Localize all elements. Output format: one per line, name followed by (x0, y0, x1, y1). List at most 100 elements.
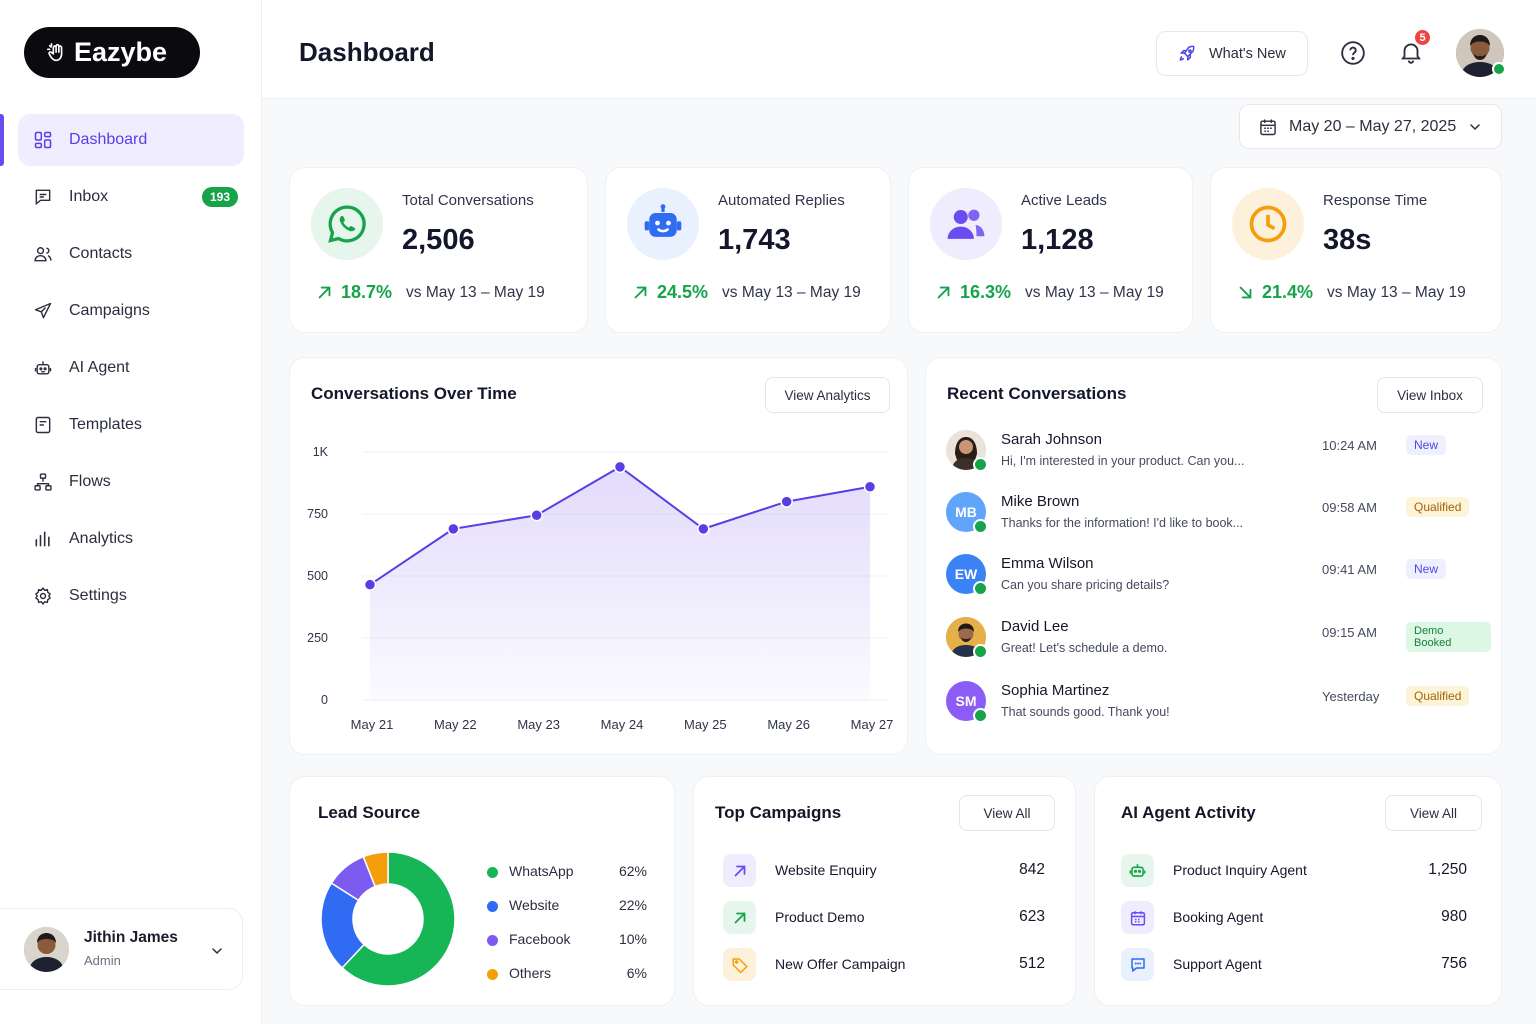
legend-item: Facebook 10% (487, 931, 647, 951)
inbox-count-badge: 193 (202, 187, 238, 207)
stat-value: 1,128 (1021, 224, 1094, 257)
stat-card-response-time: Response Time 38s 21.4% vs May 13 – May … (1210, 167, 1502, 333)
inbox-icon (32, 186, 54, 208)
sidebar-item-settings[interactable]: Settings (18, 570, 244, 622)
sidebar-item-label: Inbox (69, 188, 108, 206)
campaign-row[interactable]: Website Enquiry 842 (723, 854, 1045, 890)
conversation-row[interactable]: Sarah Johnson Hi, I'm interested in your… (946, 428, 1491, 478)
date-range-picker[interactable]: May 20 – May 27, 2025 (1239, 104, 1502, 149)
legend-label: Website (509, 897, 559, 913)
status-badge: Demo Booked (1406, 622, 1491, 652)
legend-dot (487, 935, 498, 946)
x-tick-label: May 24 (601, 717, 644, 732)
chart-data-point[interactable] (365, 579, 376, 590)
conversation-time: 09:41 AM (1322, 562, 1377, 577)
campaign-count: 842 (1019, 861, 1045, 879)
conversation-preview: Great! Let's schedule a demo. (1001, 641, 1167, 655)
agent-row[interactable]: Product Inquiry Agent 1,250 (1121, 854, 1467, 890)
users-icon (930, 188, 1002, 260)
chart-data-point[interactable] (865, 481, 876, 492)
sidebar-item-label: Dashboard (69, 131, 147, 149)
sidebar-item-label: Contacts (69, 245, 132, 263)
ai-agent-activity-title: AI Agent Activity (1121, 803, 1256, 823)
chart-data-point[interactable] (781, 496, 792, 507)
user-profile-card[interactable]: Jithin James Admin (0, 908, 243, 990)
chart-data-point[interactable] (615, 461, 626, 472)
trend-down-icon (1237, 284, 1254, 301)
stat-compare: vs May 13 – May 19 (1025, 284, 1164, 302)
legend-value: 62% (619, 863, 647, 879)
trend-up-icon (935, 284, 952, 301)
trend-up-icon (632, 284, 649, 301)
x-tick-label: May 27 (851, 717, 894, 732)
sidebar: Eazybe Dashboard Inbox 193 Contacts Camp… (0, 0, 262, 1024)
stat-card-active-leads: Active Leads 1,128 16.3% vs May 13 – May… (908, 167, 1193, 333)
view-inbox-button[interactable]: View Inbox (1377, 377, 1483, 413)
whatsapp-icon (311, 188, 383, 260)
sidebar-item-dashboard[interactable]: Dashboard (18, 114, 244, 166)
trend-up-icon (316, 284, 333, 301)
x-tick-label: May 21 (351, 717, 394, 732)
recent-conversations-card: Recent Conversations View Inbox Sarah Jo… (925, 357, 1502, 755)
stat-value: 38s (1323, 224, 1371, 257)
conversation-row[interactable]: EW Emma Wilson Can you share pricing det… (946, 552, 1491, 602)
x-tick-label: May 26 (767, 717, 810, 732)
stat-delta-value: 16.3% (960, 282, 1011, 303)
recent-conversations-title: Recent Conversations (947, 384, 1127, 404)
campaign-row[interactable]: Product Demo 623 (723, 901, 1045, 937)
online-status-dot (1492, 62, 1506, 76)
legend-dot (487, 969, 498, 980)
whats-new-button[interactable]: What's New (1156, 31, 1308, 76)
conversation-preview: Can you share pricing details? (1001, 578, 1169, 592)
sidebar-item-inbox[interactable]: Inbox 193 (18, 171, 244, 223)
help-icon[interactable] (1340, 40, 1366, 66)
lead-source-donut-chart (318, 849, 458, 989)
sidebar-item-flows[interactable]: Flows (18, 456, 244, 508)
sidebar-item-analytics[interactable]: Analytics (18, 513, 244, 565)
conversations-line-chart: 02505007501K May 21 May 22 May 23 May 24 May… (290, 358, 909, 756)
conversation-row[interactable]: SM Sophia Martinez That sounds good. Tha… (946, 679, 1491, 729)
user-role: Admin (84, 953, 178, 968)
legend-label: WhatsApp (509, 863, 574, 879)
robot-icon (32, 357, 54, 379)
chart-area-fill (370, 467, 870, 700)
arrow-up-right-icon (723, 854, 756, 887)
sidebar-item-contacts[interactable]: Contacts (18, 228, 244, 280)
robot-icon (1121, 854, 1154, 887)
lead-source-title: Lead Source (318, 803, 420, 823)
conversation-time: 10:24 AM (1322, 438, 1377, 453)
agent-row[interactable]: Support Agent 756 (1121, 948, 1467, 984)
conversation-row[interactable]: David Lee Great! Let's schedule a demo. … (946, 615, 1491, 665)
conversation-time: Yesterday (1322, 689, 1379, 704)
whatsapp-icon (973, 708, 988, 723)
x-tick-label: May 23 (517, 717, 560, 732)
campaign-name: Product Demo (775, 909, 864, 925)
chart-data-point[interactable] (698, 523, 709, 534)
grid-icon (32, 129, 54, 151)
sidebar-item-ai-agent[interactable]: AI Agent (18, 342, 244, 394)
conversation-preview: That sounds good. Thank you! (1001, 705, 1170, 719)
chart-data-point[interactable] (448, 523, 459, 534)
conversation-preview: Thanks for the information! I'd like to … (1001, 516, 1243, 530)
brand-logo[interactable]: Eazybe (24, 27, 200, 78)
conversation-row[interactable]: MB Mike Brown Thanks for the information… (946, 490, 1491, 540)
legend-dot (487, 901, 498, 912)
legend-item: Others 6% (487, 965, 647, 985)
sidebar-item-campaigns[interactable]: Campaigns (18, 285, 244, 337)
sidebar-nav: Dashboard Inbox 193 Contacts Campaigns A… (18, 114, 244, 627)
campaign-row[interactable]: New Offer Campaign 512 (723, 948, 1045, 984)
view-all-agents-button[interactable]: View All (1385, 795, 1482, 831)
rocket-icon (1177, 44, 1197, 64)
sidebar-item-templates[interactable]: Templates (18, 399, 244, 451)
x-tick-label: May 25 (684, 717, 727, 732)
sidebar-item-label: Campaigns (69, 302, 150, 320)
conversation-name: Sarah Johnson (1001, 431, 1102, 448)
chevron-down-icon (1467, 119, 1483, 135)
view-all-campaigns-button[interactable]: View All (959, 795, 1055, 831)
chart-data-point[interactable] (531, 510, 542, 521)
legend-value: 6% (627, 965, 647, 981)
chevron-down-icon[interactable] (209, 943, 225, 959)
top-header: Dashboard What's New 5 (262, 0, 1536, 99)
agent-row[interactable]: Booking Agent 980 (1121, 901, 1467, 937)
stat-delta: 18.7% vs May 13 – May 19 (316, 282, 545, 303)
